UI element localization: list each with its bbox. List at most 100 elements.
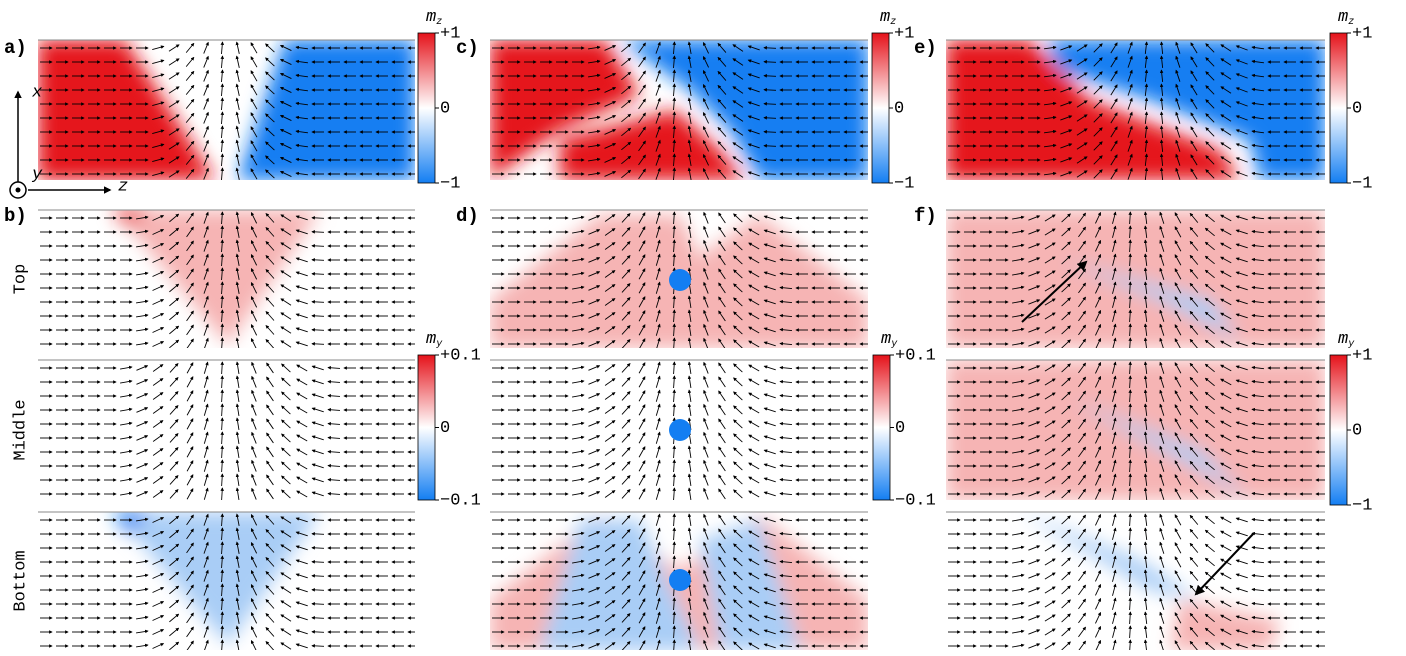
magnetization-arrow — [168, 100, 180, 108]
magnetization-arrow — [672, 153, 677, 167]
magnetization-arrow — [311, 546, 325, 550]
magnetization-arrow — [295, 87, 309, 92]
magnetization-arrow — [1144, 55, 1149, 69]
magnetization-arrow — [1251, 143, 1265, 148]
magnetization-arrow — [168, 142, 180, 150]
magnetization-arrow — [185, 112, 195, 123]
magnetization-arrow — [1190, 56, 1198, 68]
magnetization-arrow — [220, 69, 225, 83]
magnetization-arrow — [311, 574, 325, 578]
magnetization-arrow — [295, 257, 308, 263]
magnetization-arrow — [265, 71, 275, 81]
magnetization-arrow — [1144, 125, 1149, 139]
magnetization-arrow — [185, 70, 195, 81]
axis-label: z — [118, 177, 128, 196]
map-region — [620, 40, 868, 180]
magnetization-arrow — [295, 171, 309, 176]
magnetization-arrow — [672, 55, 677, 69]
map-region — [490, 40, 640, 180]
magnetization-arrow — [1190, 112, 1198, 124]
magnetization-arrow — [169, 255, 180, 265]
magnetization-arrow — [763, 116, 777, 120]
magnetization-arrow — [235, 111, 240, 124]
magnetization-arrow — [203, 267, 209, 280]
magnetization-arrow — [1205, 43, 1215, 53]
magnetization-arrow — [1175, 41, 1181, 54]
magnetization-arrow — [169, 269, 180, 279]
magnetization-arrow — [672, 41, 677, 55]
magnetization-arrow — [763, 74, 777, 78]
magnetization-arrow — [1060, 143, 1073, 149]
magnetization-arrow — [687, 97, 692, 110]
magnetization-arrow — [186, 268, 194, 280]
magnetization-arrow — [295, 243, 308, 249]
magnetization-arrow — [265, 85, 275, 95]
magnetization-arrow — [702, 55, 710, 68]
magnetization-arrow — [1220, 44, 1232, 52]
magnetization-arrow — [1127, 41, 1133, 54]
magnetization-arrow — [280, 284, 292, 292]
magnetization-arrow — [1220, 86, 1232, 94]
magnetization-arrow — [250, 253, 258, 266]
magnetization-arrow — [1220, 100, 1232, 108]
magnetization-arrow — [702, 97, 710, 110]
magnetization-arrow — [152, 229, 165, 235]
magnetization-arrow — [186, 240, 194, 252]
magnetization-arrow — [203, 281, 209, 294]
magnetization-arrow — [295, 101, 309, 106]
magnetization-arrow — [152, 73, 165, 79]
magnetization-arrow — [763, 60, 777, 64]
magnetization-arrow — [250, 126, 258, 138]
magnetization-arrow — [732, 114, 744, 122]
magnetization-arrow — [1043, 73, 1057, 78]
magnetization-arrow — [747, 101, 760, 107]
magnetization-arrow — [1205, 141, 1215, 151]
magnetization-arrow — [235, 295, 240, 308]
magnetization-arrow — [220, 125, 225, 139]
magnetization-arrow — [1159, 153, 1164, 167]
magnetization-arrow — [152, 59, 165, 65]
magnetization-arrow — [279, 157, 292, 163]
colorbar-tick-label: −1 — [1352, 496, 1372, 515]
magnetization-arrow — [1127, 69, 1133, 82]
magnetization-arrow — [732, 72, 744, 80]
magnetization-arrow — [1127, 125, 1133, 138]
magnetization-arrow — [203, 153, 209, 166]
magnetization-arrow — [1175, 167, 1181, 180]
magnetization-arrow — [702, 111, 710, 124]
magnetization-arrow — [295, 45, 309, 50]
magnetization-arrow — [1235, 171, 1248, 177]
colorbar-tick-label: 0 — [440, 99, 450, 118]
magnetization-arrow — [152, 257, 165, 263]
magnetization-arrow — [1235, 129, 1248, 135]
magnetization-arrow — [1159, 83, 1164, 97]
magnetization-arrow — [1093, 71, 1103, 81]
magnetization-arrow — [203, 295, 209, 308]
magnetization-arrow — [588, 157, 601, 162]
magnetization-arrow — [1144, 153, 1149, 167]
magnetization-arrow — [1127, 83, 1133, 96]
magnetization-arrow — [1110, 168, 1118, 180]
magnetization-arrow — [732, 44, 744, 52]
magnetization-arrow — [185, 56, 195, 67]
magnetization-arrow — [169, 297, 180, 307]
magnetization-arrow — [235, 153, 240, 166]
magnetization-arrow — [672, 97, 677, 111]
panel-label: f) — [914, 205, 937, 227]
magnetization-arrow — [604, 143, 617, 149]
magnetization-arrow — [136, 313, 149, 318]
row-label: Bottom — [11, 550, 30, 611]
magnetization-arrow — [250, 168, 258, 180]
magnetization-arrow — [250, 281, 258, 294]
colorbar-tick-label: +1 — [1352, 346, 1372, 365]
magnetization-arrow — [311, 230, 325, 234]
colorbar-tick-label: −0.1 — [440, 491, 481, 510]
magnetization-arrow — [1093, 43, 1103, 53]
magnetization-arrow — [1220, 58, 1232, 66]
magnetization-arrow — [279, 143, 292, 149]
magnetization-arrow — [311, 286, 325, 290]
magnetization-arrow — [655, 125, 661, 138]
magnetization-arrow — [235, 211, 240, 224]
magnetization-arrow — [265, 240, 275, 251]
